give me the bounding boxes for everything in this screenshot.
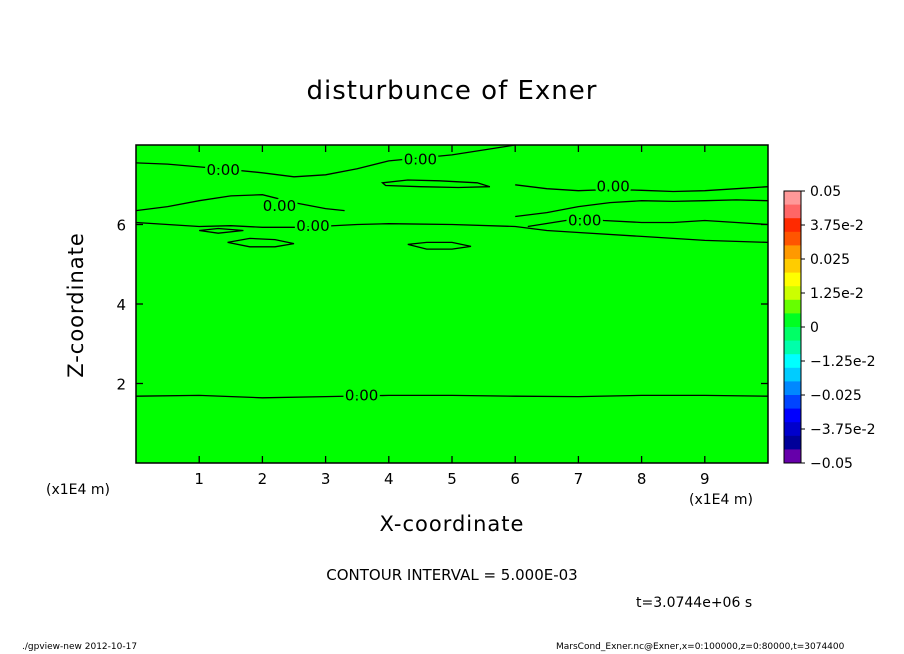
- colorbar-segment: [784, 231, 801, 246]
- x-unit-right: (x1E4 m): [689, 492, 753, 508]
- colorbar-segment: [784, 204, 801, 219]
- colorbar-label: 3.75e-2: [810, 218, 864, 234]
- footer-right: MarsCond_Exner.nc@Exner,x=0:100000,z=0:8…: [556, 642, 845, 652]
- colorbar-segment: [784, 191, 801, 206]
- contour-label: 0.00: [404, 151, 437, 169]
- contour-loop: [227, 237, 295, 248]
- colorbar-segment: [784, 449, 801, 464]
- contour-label: 0.00: [596, 177, 629, 195]
- x-tick-label: 5: [447, 470, 457, 488]
- contour-interval: CONTOUR INTERVAL = 5.000E-03: [326, 566, 578, 584]
- x-tick-label: 7: [574, 470, 584, 488]
- colorbar-segment: [784, 422, 801, 437]
- contour-line: [515, 199, 769, 218]
- contour-loop: [407, 241, 472, 250]
- y-tick-label: 2: [116, 376, 126, 394]
- contour-label: 0.00: [207, 161, 240, 179]
- colorbar-segment: [784, 327, 801, 342]
- y-axis-label: Z-coordinate: [64, 232, 88, 378]
- x-tick-label: 1: [194, 470, 204, 488]
- contour-line: [135, 394, 769, 399]
- colorbar-segment: [784, 408, 801, 423]
- colorbar-label: −0.05: [810, 456, 853, 472]
- time-label: t=3.0744e+06 s: [636, 595, 753, 611]
- contour-loop: [199, 227, 244, 234]
- colorbar-label: 0.05: [810, 184, 841, 200]
- contour-line: [515, 184, 769, 193]
- x-axis-label: X-coordinate: [379, 512, 525, 536]
- contour-loop: [380, 179, 491, 189]
- colorbar-segment: [784, 286, 801, 301]
- colorbar-segment: [784, 395, 801, 410]
- colorbar-segment: [784, 259, 801, 274]
- colorbar-segment: [784, 354, 801, 369]
- contour-line: [135, 221, 769, 244]
- heatmap-field: [136, 145, 768, 463]
- x-tick-label: 6: [510, 470, 520, 488]
- footer-left: ./gpview-new 2012-10-17: [22, 642, 138, 652]
- x-tick-label: 4: [384, 470, 394, 488]
- colorbar-segment: [784, 218, 801, 233]
- colorbar-label: 0.025: [810, 252, 850, 268]
- colorbar-label: −3.75e-2: [810, 422, 875, 438]
- contour-line: [527, 217, 769, 228]
- colorbar-segment: [784, 299, 801, 314]
- contour-line: [135, 194, 345, 212]
- colorbar-segment: [784, 340, 801, 355]
- y-tick-label: 6: [116, 217, 126, 235]
- chart-title: disturbunce of Exner: [306, 76, 598, 106]
- colorbar-segment: [784, 245, 801, 260]
- x-unit-left: (x1E4 m): [46, 482, 110, 498]
- colorbar-label: −0.025: [810, 388, 862, 404]
- x-tick-label: 8: [637, 470, 647, 488]
- contour-label: 0.00: [568, 212, 601, 230]
- x-tick-label: 3: [321, 470, 331, 488]
- contour-label: 0.00: [296, 217, 329, 235]
- contour-line: [135, 144, 516, 178]
- colorbar-segment: [784, 435, 801, 450]
- colorbar-label: −1.25e-2: [810, 354, 875, 370]
- colorbar-label: 0: [810, 320, 819, 336]
- colorbar-segment: [784, 381, 801, 396]
- x-tick-label: 9: [700, 470, 710, 488]
- colorbar-segment: [784, 367, 801, 382]
- colorbar-segment: [784, 313, 801, 328]
- colorbar-label: 1.25e-2: [810, 286, 864, 302]
- colorbar-segment: [784, 272, 801, 287]
- x-tick-label: 2: [258, 470, 268, 488]
- y-tick-label: 4: [116, 296, 126, 314]
- contour-label: 0.00: [345, 386, 378, 404]
- contour-label: 0.00: [263, 197, 296, 215]
